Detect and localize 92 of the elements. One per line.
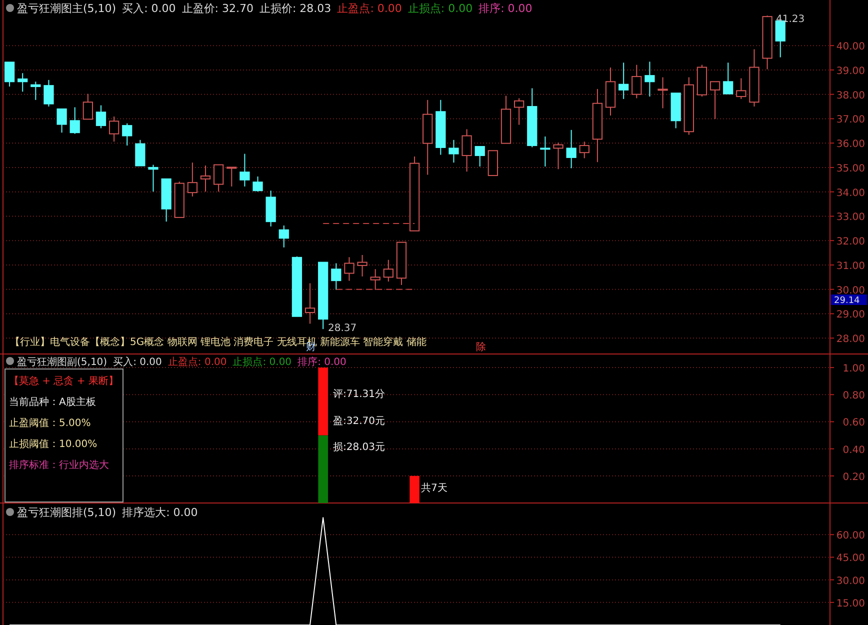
candlestick — [514, 98, 524, 126]
candlestick — [553, 142, 564, 170]
y-tick-label: 37.00 — [836, 114, 865, 126]
y-tick-label: 32.00 — [836, 236, 865, 248]
annotation: 止盈点: 0.00 — [337, 2, 402, 15]
candlestick — [148, 164, 158, 192]
candlestick — [370, 268, 380, 290]
y-tick-label: 45.00 — [836, 553, 865, 564]
annotation: 共7天 — [421, 482, 448, 494]
y-tick-label: 15.00 — [836, 598, 865, 610]
candlestick — [278, 224, 289, 248]
candlestick — [304, 282, 316, 324]
annotation: 排序选大: 0.00 — [122, 506, 198, 519]
annotation: 排序: 0.00 — [298, 356, 346, 368]
candlestick — [331, 262, 342, 290]
bar — [318, 368, 328, 436]
y-tick-label: 33.00 — [836, 212, 865, 224]
y-tick-label: 30.00 — [836, 576, 865, 587]
y-tick-label: 60.00 — [836, 530, 865, 542]
candlestick — [187, 162, 198, 197]
y-tick-label: 1.00 — [842, 364, 865, 375]
annotation: 盈:32.70元 — [333, 416, 385, 427]
annotation: 买入: 0.00 — [113, 356, 162, 368]
chart-title: 盈亏狂潮图副(5,10) — [17, 356, 108, 368]
candlestick — [44, 79, 54, 108]
chart-title: 盈亏狂潮图排(5,10) — [17, 506, 116, 519]
candlestick — [226, 166, 237, 187]
candlestick — [82, 93, 93, 120]
y-tick-label: 35.00 — [836, 163, 865, 174]
annotation: 当前品种：A股主板 — [9, 396, 96, 408]
candlestick — [540, 136, 550, 167]
candlestick — [736, 78, 746, 100]
candlestick — [240, 153, 250, 187]
annotation: 除 — [476, 341, 486, 353]
y-tick-label: 0.80 — [842, 390, 865, 402]
annotation: 【莫急 + 忌贪 + 果断】 — [9, 375, 118, 387]
chart-title: 盈亏狂潮图主(5,10) — [17, 2, 116, 15]
y-tick-label: 0.20 — [842, 472, 865, 483]
annotation: 28.37 — [328, 323, 357, 334]
candlestick — [710, 81, 720, 120]
candlestick — [658, 76, 668, 109]
bar — [318, 435, 328, 503]
text: 29.14 — [834, 296, 860, 306]
annotation: 买入: 0.00 — [122, 2, 176, 15]
annotation: 止盈点: 0.00 — [168, 356, 227, 368]
candlestick — [213, 164, 224, 192]
candlestick — [96, 104, 106, 129]
annotation: 止损点: 0.00 — [232, 356, 292, 368]
candlestick — [200, 165, 211, 192]
candlestick — [252, 176, 263, 192]
candlestick — [383, 259, 394, 282]
candlestick — [618, 62, 629, 100]
y-tick-label: 38.00 — [836, 90, 865, 102]
candlestick — [448, 139, 459, 164]
bar — [410, 476, 420, 503]
annotation: 41.23 — [776, 14, 805, 25]
y-tick-label: 29.00 — [836, 310, 865, 321]
annotation: 止损点: 0.00 — [408, 2, 473, 15]
y-tick-label: 0.60 — [842, 418, 865, 429]
candlestick — [357, 254, 368, 277]
candlestick — [70, 106, 80, 134]
candlestick — [723, 62, 734, 94]
y-tick-label: 39.00 — [836, 66, 865, 77]
annotation: 止损价: 28.03 — [259, 2, 332, 15]
candlestick — [56, 108, 67, 134]
annotation: 止盈价: 32.70 — [182, 2, 254, 15]
candlestick — [30, 81, 41, 100]
y-tick-label: 0.40 — [842, 444, 865, 456]
candlestick — [566, 129, 576, 169]
candlestick — [462, 128, 472, 172]
candlestick — [632, 64, 642, 99]
y-tick-label: 30.00 — [836, 285, 865, 296]
annotation: 止损阈值：10.00% — [9, 438, 98, 450]
y-tick-label: 28.00 — [836, 334, 865, 346]
candlestick — [135, 139, 146, 166]
candlestick — [122, 122, 132, 146]
y-tick-label: 31.00 — [836, 260, 865, 272]
candlestick — [474, 146, 485, 167]
candlestick — [18, 72, 28, 92]
annotation: 排序标准：行业内选大 — [9, 459, 109, 471]
annotation: 止盈阈值：5.00% — [9, 417, 91, 429]
annotation: 排序: 0.00 — [478, 2, 532, 15]
candlestick — [579, 141, 590, 159]
candlestick — [108, 116, 120, 142]
y-tick-label: 36.00 — [836, 139, 865, 150]
candlestick — [644, 61, 655, 98]
y-tick-label: 40.00 — [836, 42, 865, 53]
annotation: 损:28.03元 — [333, 441, 385, 453]
y-tick-label: 34.00 — [836, 188, 865, 199]
annotation: 评:71.31分 — [333, 388, 385, 400]
candlestick — [344, 256, 354, 282]
candlestick — [4, 62, 15, 88]
